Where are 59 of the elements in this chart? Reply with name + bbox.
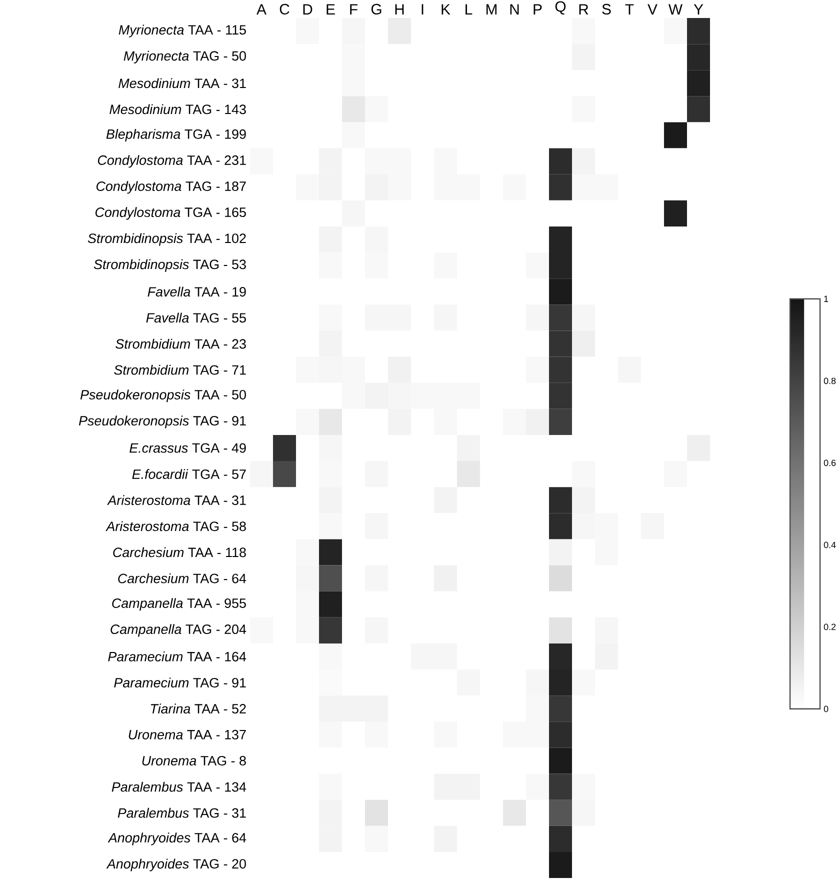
x-tick-label: G [371, 4, 382, 14]
x-tick-label: V [648, 4, 658, 14]
x-tick-label: T [625, 4, 634, 14]
y-tick-label: Aristerostoma TAG - 58 [106, 521, 246, 532]
x-tick-label: N [510, 4, 519, 14]
y-tick-label: Condylostoma TAG - 187 [96, 181, 246, 194]
x-tick-label: K [442, 4, 450, 14]
x-tick-label: Q [555, 1, 566, 14]
y-tick-label: Pseudokeronopsis TAG - 91 [78, 416, 246, 428]
x-tick-label: W [668, 4, 682, 14]
x-tick-label: H [395, 4, 404, 14]
y-tick-label: Aristerostoma TAA - 31 [107, 495, 246, 506]
y-tick-label: Pseudokeronopsis TAA - 50 [80, 390, 246, 402]
y-tick-label: Uronema TAG - 8 [142, 756, 246, 766]
y-tick-label: Paralembus TAA - 134 [112, 782, 246, 792]
y-tick-label: Strombidinopsis TAG - 53 [94, 259, 246, 272]
y-tick-label: E.focardii TGA - 57 [132, 469, 246, 480]
y-tick-label: E.crassus TGA - 49 [130, 443, 246, 453]
color-bar-label: 0 [824, 706, 828, 712]
x-tick-label: I [422, 4, 424, 14]
y-tick-label: Anophryoides TAG - 20 [106, 858, 246, 872]
x-tick-label: F [350, 4, 358, 14]
y-tick-label: Favella TAG - 55 [146, 312, 246, 323]
x-tick-label: L [466, 4, 472, 14]
color-bar-label: 0.6 [824, 460, 836, 466]
y-tick-label: Blepharisma TGA - 199 [106, 129, 246, 142]
y-tick-label: Paralembus TAG - 31 [118, 808, 246, 818]
x-tick-label: D [303, 4, 312, 14]
y-tick-label: Campanella TAA - 955 [112, 598, 246, 611]
y-tick-label: Strombidium TAA - 23 [116, 338, 246, 349]
y-tick-label: Anophryoides TAA - 64 [108, 832, 246, 846]
y-tick-label: Uronema TAA - 137 [128, 730, 246, 740]
x-tick-label: S [602, 4, 611, 14]
y-tick-label: Tiarina TAA - 52 [150, 704, 246, 714]
y-tick-label: Campanella TAG - 204 [110, 624, 246, 637]
y-tick-label: Mesodinium TAA - 31 [118, 78, 246, 88]
x-tick-label: M [486, 4, 496, 14]
color-bar-label: 1 [824, 296, 828, 302]
y-tick-label: Condylostoma TGA - 165 [95, 207, 246, 220]
x-tick-label: R [579, 4, 588, 14]
color-bar-label: 0.4 [824, 542, 836, 548]
y-tick-label: Strombidium TAG - 71 [114, 364, 246, 375]
color-bar-label: 0.8 [824, 378, 836, 384]
x-tick-label: C [280, 4, 290, 14]
y-tick-label: Condylostoma TAA - 231 [98, 155, 246, 168]
y-tick-label: Carchesium TAG - 64 [118, 573, 246, 584]
y-tick-label: Paramecium TAG - 91 [114, 678, 246, 688]
x-tick-label: A [256, 4, 266, 14]
y-tick-label: Carchesium TAA - 118 [113, 547, 246, 558]
x-tick-label: E [326, 4, 335, 14]
y-tick-label: Favella TAA - 19 [148, 286, 246, 297]
y-tick-label: Myrionecta TAG - 50 [124, 50, 246, 64]
y-tick-label: Myrionecta TAA - 115 [118, 24, 246, 38]
x-tick-label: P [534, 4, 542, 14]
y-tick-label: Paramecium TAA - 164 [108, 652, 246, 662]
x-tick-label: Y [694, 4, 704, 14]
y-tick-label: Strombidinopsis TAA - 102 [88, 233, 246, 246]
color-bar-label: 0.2 [824, 624, 836, 630]
y-tick-label: Mesodinium TAG - 143 [110, 104, 246, 114]
